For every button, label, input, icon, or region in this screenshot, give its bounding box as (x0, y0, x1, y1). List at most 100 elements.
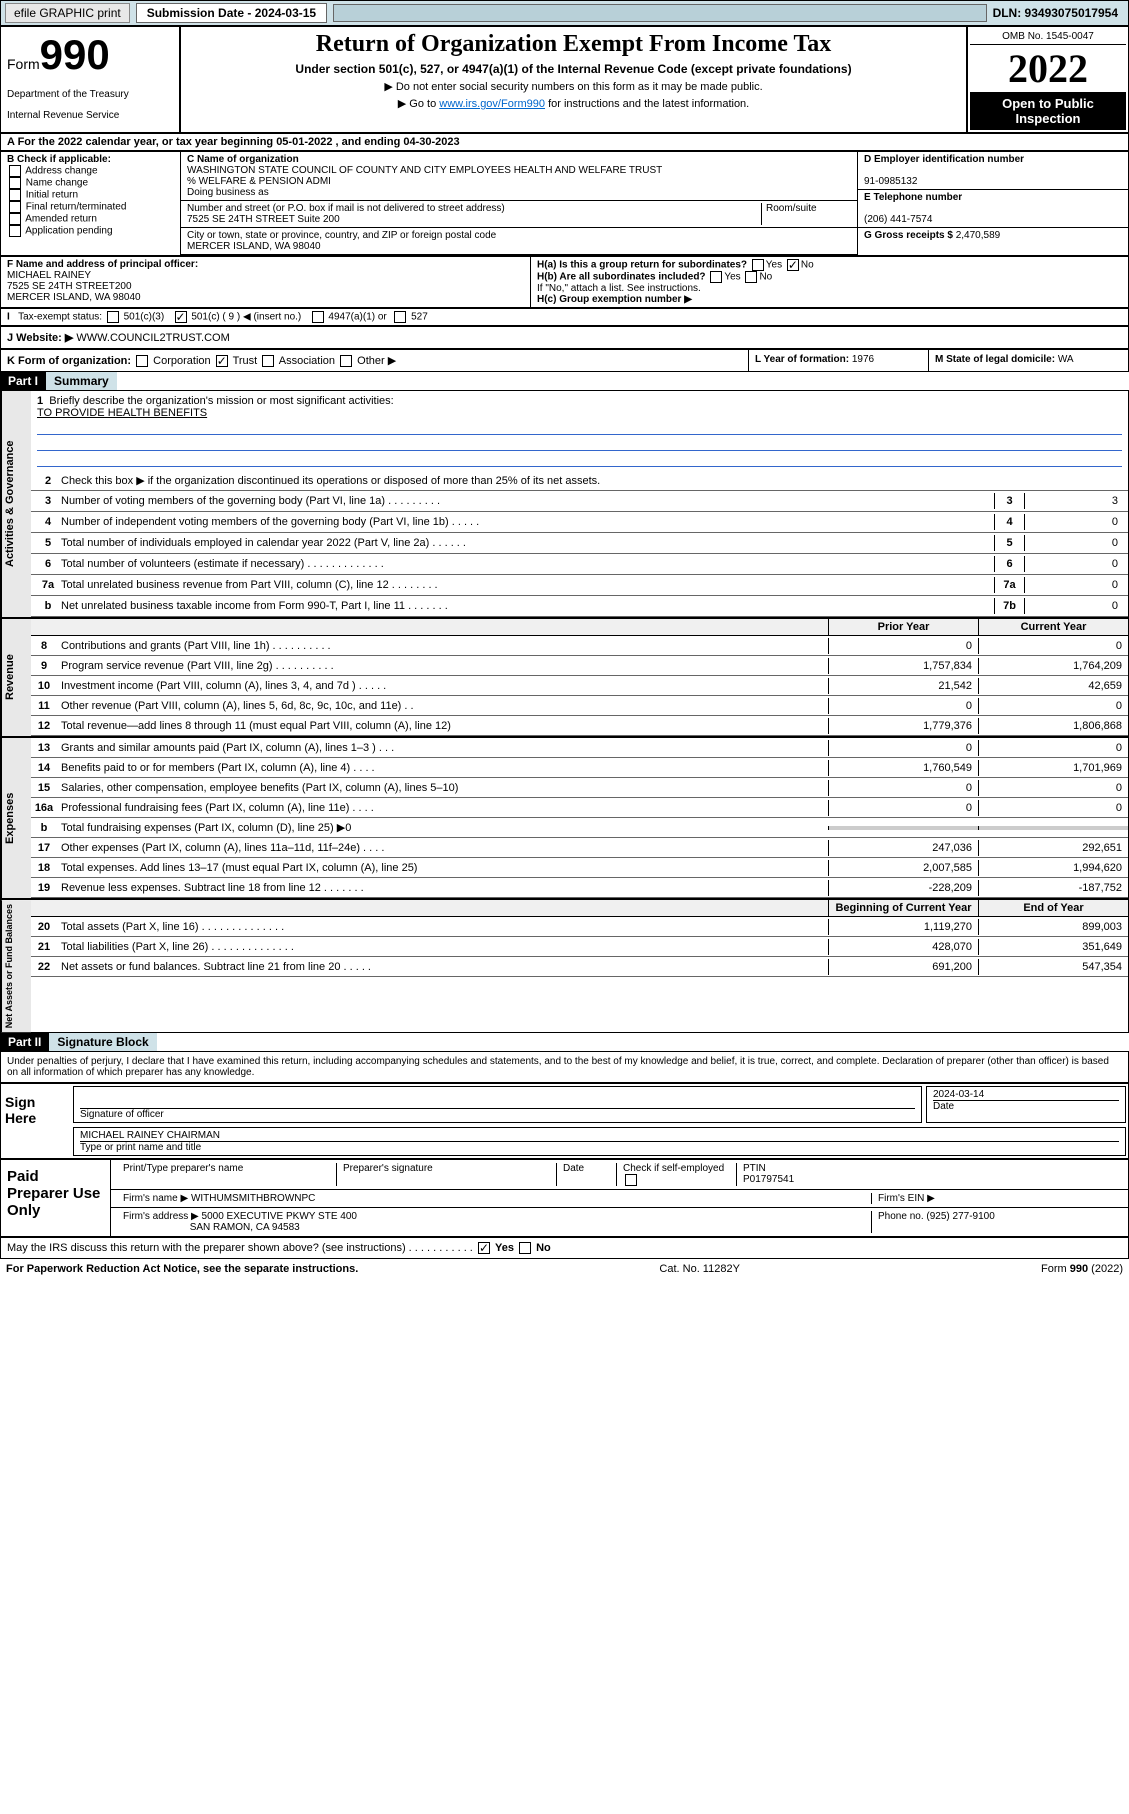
end-year-hdr: End of Year (978, 900, 1128, 916)
mission-label: Briefly describe the organization's miss… (49, 395, 393, 407)
checkbox-self-employed[interactable] (625, 1174, 637, 1186)
netassets-section: Net Assets or Fund Balances Beginning of… (0, 899, 1129, 1033)
spacer-bar (333, 4, 986, 22)
ein-label: D Employer identification number (864, 154, 1024, 165)
firm-addr-label: Firm's address ▶ (123, 1211, 199, 1222)
tax-year: 2022 (970, 45, 1126, 92)
form-990-number: 990 (40, 31, 110, 78)
gross-amount: 2,470,589 (956, 230, 1001, 241)
hb-no: No (759, 272, 772, 283)
ptin-cell: PTINP01797541 (737, 1163, 1122, 1186)
checkbox-501c3[interactable] (107, 311, 119, 323)
checkbox-ha-no[interactable] (787, 259, 799, 271)
checkbox-501c[interactable] (175, 311, 187, 323)
mission-line-3 (37, 451, 1122, 467)
net-line-21: 21Total liabilities (Part X, line 26) . … (31, 937, 1128, 957)
firm-city: SAN RAMON, CA 94583 (190, 1222, 300, 1233)
firm-name-row: Firm's name ▶ WITHUMSMITHBROWNPC Firm's … (111, 1190, 1128, 1208)
gov-line-3: 3Number of voting members of the governi… (31, 491, 1128, 512)
ein-value: 91-0985132 (864, 176, 917, 187)
addr-label: Number and street (or P.O. box if mail i… (187, 203, 505, 214)
hb-label: H(b) Are all subordinates included? (537, 272, 706, 283)
checkbox-hb-no[interactable] (745, 271, 757, 283)
paid-label: Paid Preparer Use Only (1, 1160, 111, 1236)
expenses-tab: Expenses (1, 738, 31, 898)
exp-line-18: 18Total expenses. Add lines 13–17 (must … (31, 858, 1128, 878)
penalty-text: Under penalties of perjury, I declare th… (0, 1051, 1129, 1083)
line-2: 2Check this box ▶ if the organization di… (31, 471, 1128, 491)
checkbox-address-change[interactable] (9, 165, 21, 177)
section-c: C Name of organization WASHINGTON STATE … (181, 152, 858, 255)
form-title: Return of Organization Exempt From Incom… (191, 31, 956, 58)
checkbox-final[interactable] (9, 201, 21, 213)
officer-addr: 7525 SE 24TH STREET200 (7, 281, 132, 292)
line2-text: Check this box ▶ if the organization dis… (61, 474, 1124, 487)
year-formation: 1976 (852, 354, 874, 365)
c-name-label: C Name of organization (187, 154, 299, 165)
net-line-20: 20Total assets (Part X, line 16) . . . .… (31, 917, 1128, 937)
org-name: WASHINGTON STATE COUNCIL OF COUNTY AND C… (187, 165, 662, 176)
prep-name-hdr: Print/Type preparer's name (117, 1163, 337, 1186)
paid-body: Print/Type preparer's name Preparer's si… (111, 1160, 1128, 1236)
exp-line-19: 19Revenue less expenses. Subtract line 1… (31, 878, 1128, 898)
netassets-tab: Net Assets or Fund Balances (1, 900, 31, 1032)
checkbox-name-change[interactable] (9, 177, 21, 189)
opt-527: 527 (411, 312, 428, 323)
part2-title: Signature Block (49, 1033, 156, 1051)
l-label: L Year of formation: (755, 354, 849, 365)
phone-label: E Telephone number (864, 192, 962, 203)
gov-line-5: 5Total number of individuals employed in… (31, 533, 1128, 554)
m-label: M State of legal domicile: (935, 354, 1055, 365)
gov-line-b: bNet unrelated business taxable income f… (31, 596, 1128, 617)
firm-addr-row: Firm's address ▶ 5000 EXECUTIVE PKWY STE… (111, 1208, 1128, 1236)
rev-line-11: 11Other revenue (Part VIII, column (A), … (31, 696, 1128, 716)
checkbox-discuss-no[interactable] (519, 1242, 531, 1254)
rev-line-12: 12Total revenue—add lines 8 through 11 (… (31, 716, 1128, 736)
sig-label: Signature of officer (80, 1109, 164, 1120)
org-name-block: C Name of organization WASHINGTON STATE … (181, 152, 857, 201)
ha-yes: Yes (766, 260, 782, 271)
checkbox-amended[interactable] (9, 213, 21, 225)
row-a-text: A For the 2022 calendar year, or tax yea… (7, 136, 460, 148)
checkbox-corp[interactable] (136, 355, 148, 367)
opt-address: Address change (25, 166, 97, 177)
form-header: Form990 Department of the Treasury Inter… (0, 26, 1129, 133)
checkbox-527[interactable] (394, 311, 406, 323)
checkbox-assoc[interactable] (262, 355, 274, 367)
net-line-22: 22Net assets or fund balances. Subtract … (31, 957, 1128, 977)
firm-addr: 5000 EXECUTIVE PKWY STE 400 (202, 1211, 357, 1222)
prior-year-hdr: Prior Year (828, 619, 978, 635)
checkbox-4947[interactable] (312, 311, 324, 323)
signature-field[interactable]: Signature of officer (73, 1086, 922, 1123)
prep-date-hdr: Date (557, 1163, 617, 1186)
subtitle-1: Under section 501(c), 527, or 4947(a)(1)… (191, 62, 956, 76)
sign-date: 2024-03-14 Date (926, 1086, 1126, 1123)
governance-tab: Activities & Governance (1, 391, 31, 617)
section-e: E Telephone number (206) 441-7574 (858, 190, 1128, 228)
hc-label: H(c) Group exemption number ▶ (537, 294, 692, 305)
checkbox-pending[interactable] (9, 225, 21, 237)
checkbox-discuss-yes[interactable] (478, 1242, 490, 1254)
checkbox-trust[interactable] (216, 355, 228, 367)
checkbox-other[interactable] (340, 355, 352, 367)
page-footer: For Paperwork Reduction Act Notice, see … (0, 1259, 1129, 1279)
officer-city: MERCER ISLAND, WA 98040 (7, 292, 141, 303)
f-label: F Name and address of principal officer: (7, 259, 198, 270)
checkbox-initial[interactable] (9, 189, 21, 201)
subtitle-2b: ▶ Go to www.irs.gov/Form990 for instruct… (191, 97, 956, 110)
section-h: H(a) Is this a group return for subordin… (531, 257, 1128, 307)
opt-initial: Initial return (26, 190, 78, 201)
goto-suffix: for instructions and the latest informat… (545, 98, 749, 110)
checkbox-ha-yes[interactable] (752, 259, 764, 271)
revenue-body: Prior Year Current Year 8Contributions a… (31, 619, 1128, 736)
rev-line-8: 8Contributions and grants (Part VIII, li… (31, 636, 1128, 656)
checkbox-hb-yes[interactable] (710, 271, 722, 283)
street-address: 7525 SE 24TH STREET Suite 200 (187, 214, 340, 225)
netassets-body: Beginning of Current Year End of Year 20… (31, 900, 1128, 1032)
dba-label: Doing business as (187, 187, 269, 198)
irs-link[interactable]: www.irs.gov/Form990 (439, 98, 545, 110)
opt-name: Name change (26, 178, 88, 189)
discuss-no: No (536, 1242, 551, 1254)
form-word: Form (7, 56, 40, 72)
efile-button[interactable]: efile GRAPHIC print (5, 3, 130, 23)
